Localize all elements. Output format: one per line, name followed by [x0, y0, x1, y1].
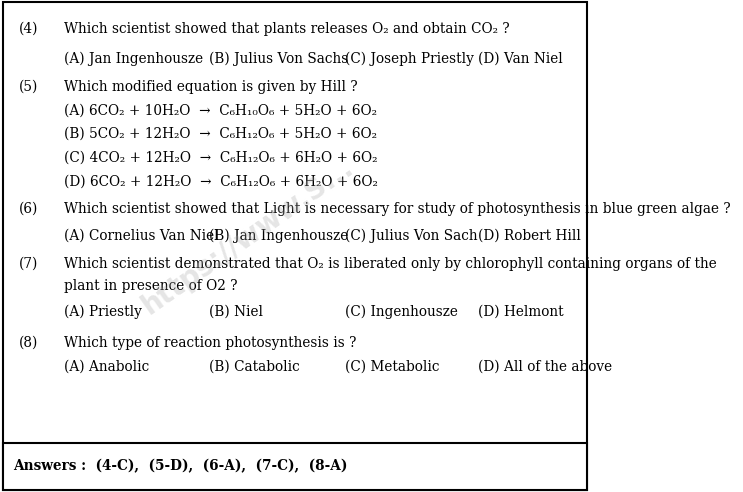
Text: (5): (5): [19, 80, 38, 93]
Text: (A) Cornelius Van Niel: (A) Cornelius Van Niel: [64, 229, 218, 243]
Text: Which scientist showed that Light is necessary for study of photosynthesis in bl: Which scientist showed that Light is nec…: [64, 202, 730, 215]
Text: (7): (7): [19, 257, 38, 271]
Text: (D) Robert Hill: (D) Robert Hill: [478, 229, 581, 243]
Text: Answers :  (4-C),  (5-D),  (6-A),  (7-C),  (8-A): Answers : (4-C), (5-D), (6-A), (7-C), (8…: [13, 459, 348, 473]
Text: (D) 6CO₂ + 12H₂O  →  C₆H₁₂O₆ + 6H₂O + 6O₂: (D) 6CO₂ + 12H₂O → C₆H₁₂O₆ + 6H₂O + 6O₂: [64, 175, 377, 189]
Text: (C) 4CO₂ + 12H₂O  →  C₆H₁₂O₆ + 6H₂O + 6O₂: (C) 4CO₂ + 12H₂O → C₆H₁₂O₆ + 6H₂O + 6O₂: [64, 151, 377, 165]
Text: (C) Julius Von Sach: (C) Julius Von Sach: [345, 229, 478, 243]
Text: (B) Niel: (B) Niel: [210, 305, 264, 319]
FancyBboxPatch shape: [3, 443, 587, 490]
Text: (4): (4): [19, 22, 39, 36]
FancyBboxPatch shape: [3, 2, 587, 490]
Text: (C) Ingenhousze: (C) Ingenhousze: [345, 305, 458, 319]
Text: Which modified equation is given by Hill ?: Which modified equation is given by Hill…: [64, 80, 357, 93]
Text: (B) Catabolic: (B) Catabolic: [210, 360, 300, 374]
Text: Which scientist showed that plants releases O₂ and obtain CO₂ ?: Which scientist showed that plants relea…: [64, 22, 510, 36]
Text: (8): (8): [19, 336, 38, 349]
Text: (D) Van Niel: (D) Van Niel: [478, 52, 562, 65]
Text: (A) Anabolic: (A) Anabolic: [64, 360, 149, 374]
Text: (D) All of the above: (D) All of the above: [478, 360, 612, 374]
Text: (A) Priestly: (A) Priestly: [64, 305, 142, 319]
Text: (B) Jan Ingenhousze: (B) Jan Ingenhousze: [210, 229, 348, 243]
Text: (C) Metabolic: (C) Metabolic: [345, 360, 440, 374]
Text: (B) 5CO₂ + 12H₂O  →  C₆H₁₂O₆ + 5H₂O + 6O₂: (B) 5CO₂ + 12H₂O → C₆H₁₂O₆ + 5H₂O + 6O₂: [64, 127, 377, 141]
Text: (C) Joseph Priestly: (C) Joseph Priestly: [345, 52, 474, 66]
Text: (A) Jan Ingenhousze: (A) Jan Ingenhousze: [64, 52, 203, 66]
Text: plant in presence of O2 ?: plant in presence of O2 ?: [64, 279, 237, 293]
Text: (A) 6CO₂ + 10H₂O  →  C₆H₁₀O₆ + 5H₂O + 6O₂: (A) 6CO₂ + 10H₂O → C₆H₁₀O₆ + 5H₂O + 6O₂: [64, 103, 377, 117]
Text: (6): (6): [19, 202, 38, 215]
Text: Which type of reaction photosynthesis is ?: Which type of reaction photosynthesis is…: [64, 336, 356, 349]
Text: https://www.S...: https://www.S...: [137, 153, 359, 320]
Text: Which scientist demonstrated that O₂ is liberated only by chlorophyll containing: Which scientist demonstrated that O₂ is …: [64, 257, 716, 271]
Text: (B) Julius Von Sachs: (B) Julius Von Sachs: [210, 52, 348, 66]
Text: (D) Helmont: (D) Helmont: [478, 305, 563, 319]
